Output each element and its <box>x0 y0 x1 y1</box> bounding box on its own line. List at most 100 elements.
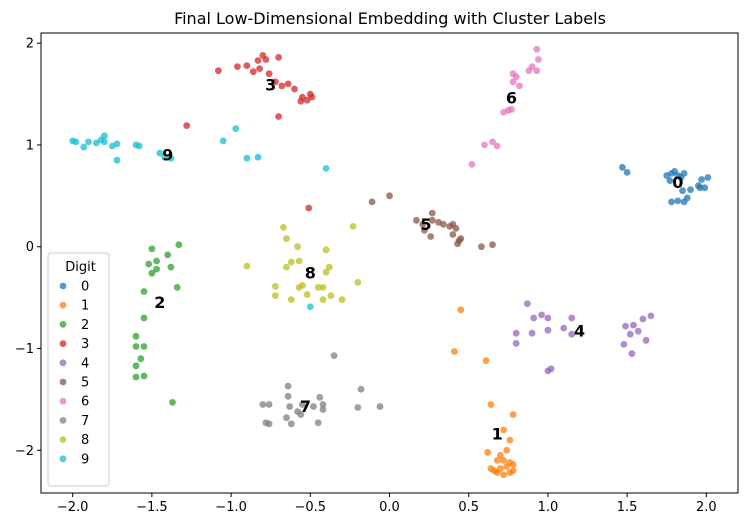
legend-marker-0 <box>59 282 67 290</box>
data-point <box>509 70 517 78</box>
data-point <box>284 80 292 88</box>
data-point <box>568 314 576 322</box>
data-point <box>140 314 148 322</box>
data-point <box>523 300 531 308</box>
data-point <box>457 235 465 243</box>
legend-label-1: 1 <box>81 299 89 314</box>
data-point <box>153 265 161 273</box>
data-point <box>219 137 227 145</box>
data-point <box>259 401 267 408</box>
data-point <box>354 278 362 286</box>
data-point <box>254 153 262 161</box>
data-point <box>286 403 294 410</box>
data-point <box>428 209 436 217</box>
cluster-label-6: 6 <box>506 89 517 108</box>
data-point <box>696 184 704 192</box>
cluster-label-8: 8 <box>305 264 316 283</box>
data-point <box>156 149 164 157</box>
legend-marker-4 <box>59 359 67 367</box>
data-point <box>508 105 515 113</box>
data-point <box>232 125 240 133</box>
legend-marker-7 <box>59 417 67 424</box>
data-point <box>503 446 511 454</box>
x-tick-label: −1.0 <box>215 500 247 515</box>
data-point <box>80 143 88 151</box>
cluster-label-4: 4 <box>574 322 585 341</box>
data-point <box>310 403 317 410</box>
data-point <box>509 78 517 86</box>
data-point <box>701 184 709 192</box>
data-point <box>287 420 295 428</box>
series-digit-2 <box>132 241 183 406</box>
data-point <box>294 243 301 251</box>
data-point <box>254 57 262 64</box>
axis-ticks: −2.0 −1.5 −1.0 −0.5 0.0 0.5 1.0 1.5 2.0 −2 −1 0 1 2 <box>15 37 717 515</box>
data-point <box>704 174 712 181</box>
data-point <box>533 67 541 75</box>
data-point <box>481 141 488 149</box>
series-digit-9 <box>69 125 330 311</box>
data-point <box>493 469 501 476</box>
data-point <box>299 401 306 408</box>
data-point <box>215 67 222 75</box>
legend-label-7: 7 <box>81 414 89 429</box>
legend-marker-3 <box>59 340 67 347</box>
data-point <box>284 382 292 390</box>
data-point <box>449 231 457 238</box>
data-point <box>528 329 536 337</box>
data-point <box>305 204 313 212</box>
data-point <box>687 186 694 194</box>
data-point <box>680 170 688 177</box>
data-point <box>413 216 420 224</box>
data-point <box>167 154 175 162</box>
data-point <box>319 284 327 291</box>
legend-marker-2 <box>59 321 67 328</box>
data-point <box>316 393 324 401</box>
legend-marker-6 <box>59 397 67 405</box>
data-point <box>349 223 357 230</box>
data-point <box>167 263 175 271</box>
data-point <box>284 392 292 400</box>
data-point <box>85 138 92 146</box>
data-point <box>530 314 538 322</box>
data-point <box>421 227 428 234</box>
data-point <box>297 411 305 418</box>
data-point <box>319 401 327 408</box>
y-tick-label: 1 <box>26 138 34 153</box>
legend-label-3: 3 <box>81 337 89 352</box>
data-point <box>630 321 637 329</box>
data-point <box>489 241 496 249</box>
data-point <box>489 138 496 146</box>
data-point <box>327 292 335 299</box>
data-point <box>101 132 108 140</box>
data-point <box>512 329 520 337</box>
series-digit-7 <box>259 352 384 428</box>
data-point <box>283 235 290 243</box>
data-point <box>487 401 495 408</box>
data-point <box>325 263 333 271</box>
data-point <box>148 245 156 253</box>
x-tick-label: 0.5 <box>458 500 479 515</box>
data-point <box>535 56 542 63</box>
data-point <box>674 197 682 205</box>
data-point <box>272 292 279 299</box>
data-point <box>338 296 346 303</box>
data-point <box>538 311 545 319</box>
y-tick-label: −2 <box>15 444 34 459</box>
series-digit-4 <box>512 300 655 375</box>
data-point <box>265 70 273 78</box>
data-point <box>484 448 492 456</box>
data-point <box>622 322 629 330</box>
data-point <box>308 93 316 101</box>
legend-marker-5 <box>59 378 67 386</box>
data-point <box>666 177 674 185</box>
data-point <box>493 142 501 150</box>
data-point <box>287 296 295 303</box>
legend-label-0: 0 <box>81 280 89 295</box>
data-point <box>153 257 161 265</box>
data-point <box>647 312 655 320</box>
data-point <box>544 326 552 334</box>
data-point <box>132 362 140 370</box>
